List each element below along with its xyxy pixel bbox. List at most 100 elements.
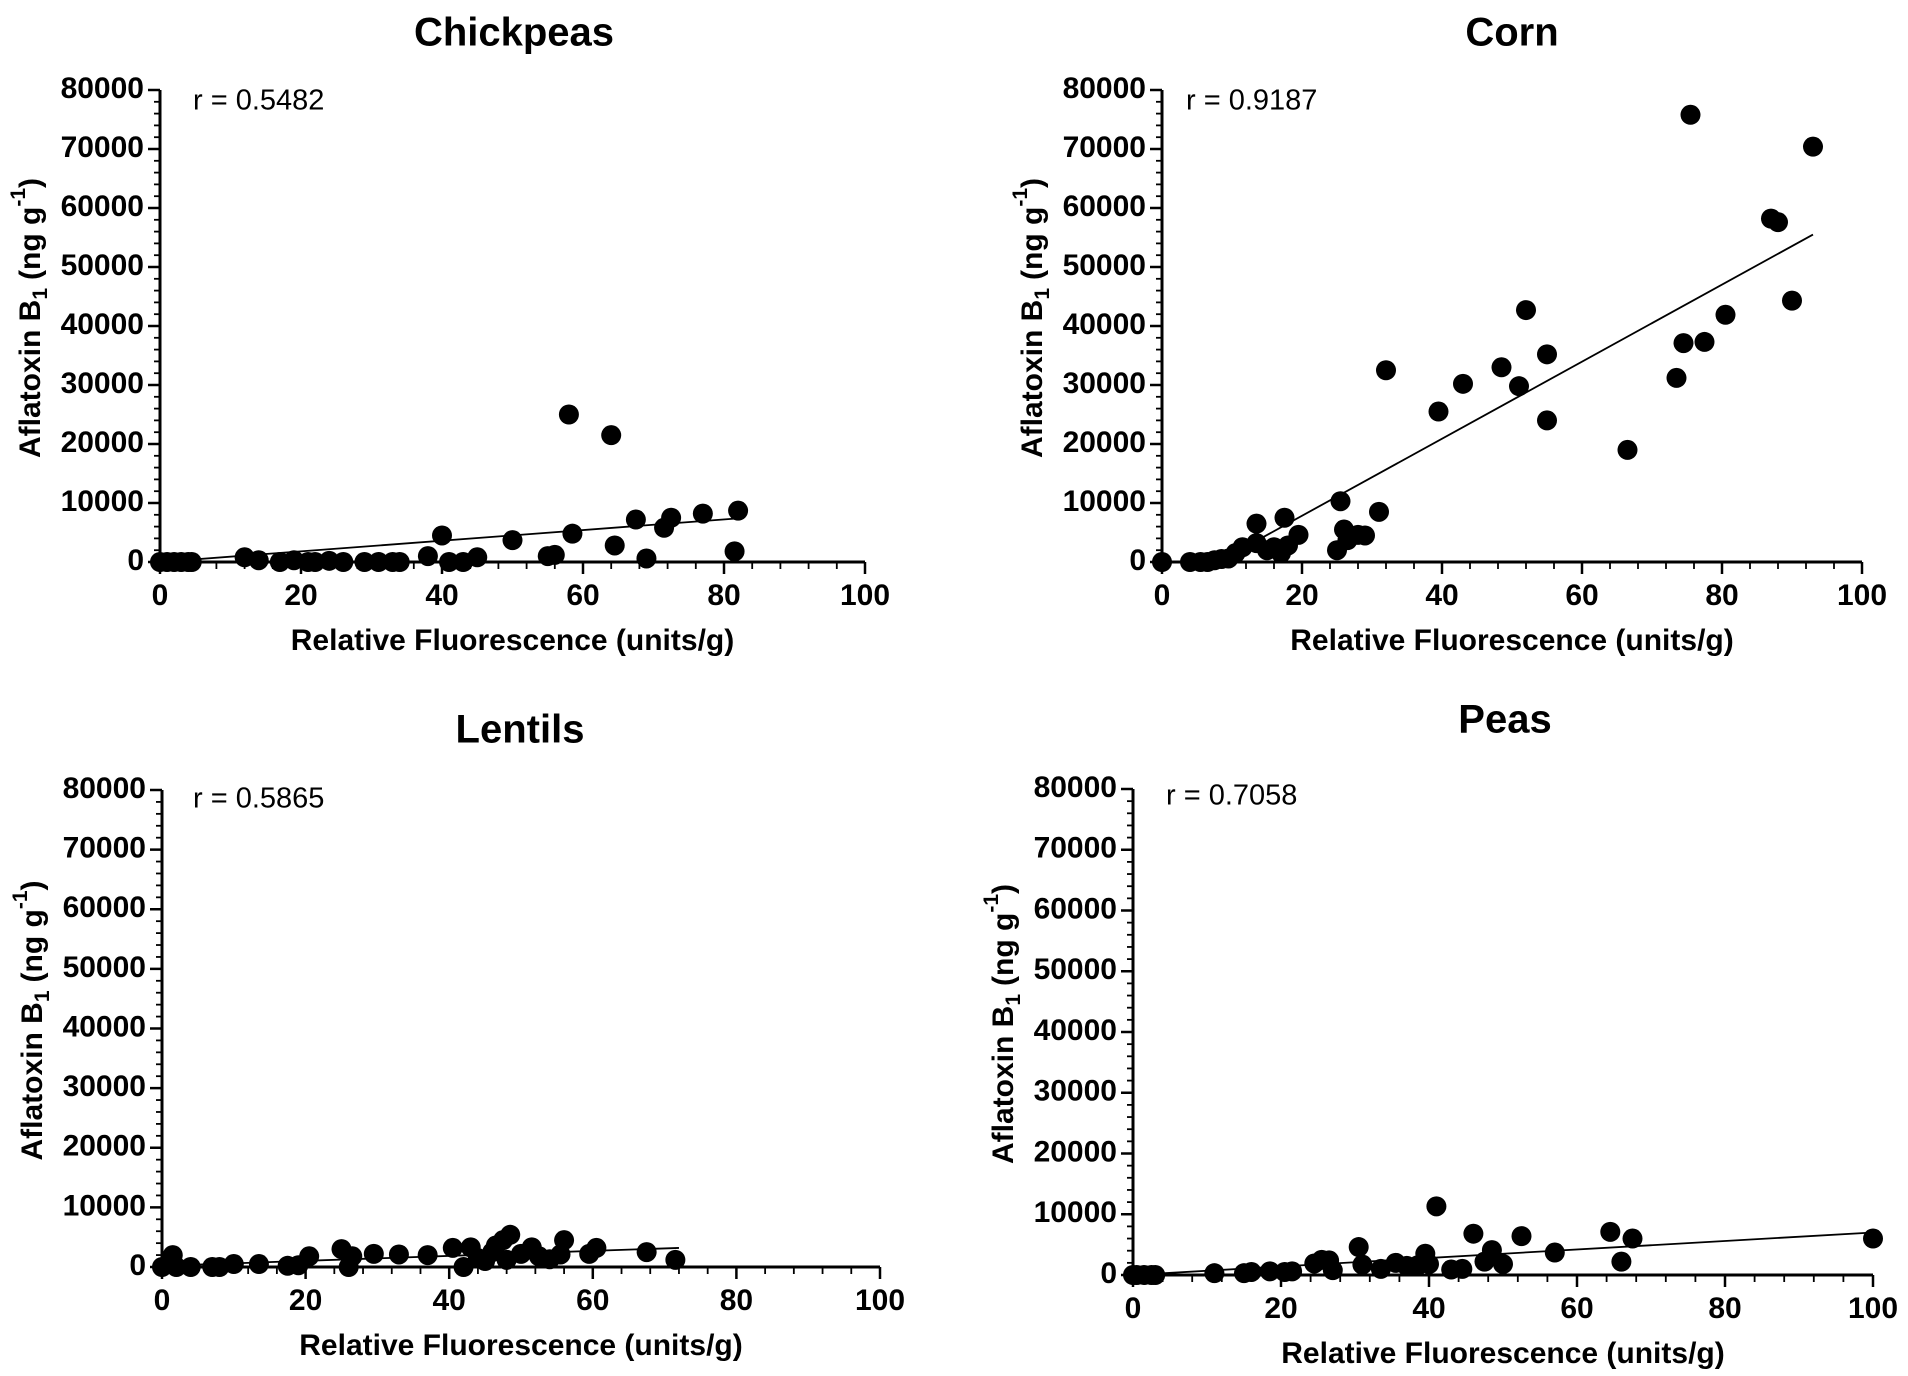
data-point [604,535,625,556]
y-tick-label: 0 [1129,544,1146,577]
data-point [388,1244,409,1265]
data-point [1491,357,1512,378]
y-tick-label: 70000 [61,131,144,164]
x-tick-label: 60 [576,1284,609,1317]
x-axis-label: Relative Fluorescence (units/g) [1281,1337,1724,1370]
y-tick-label: 10000 [61,485,144,518]
data-point [439,552,460,572]
y-tick-label: 10000 [63,1189,146,1222]
chart-title: Lentils [456,708,585,752]
data-point [558,404,579,425]
x-tick-label: 80 [720,1284,753,1317]
data-point [544,544,565,565]
data-point [1463,1223,1484,1244]
data-point [1481,1240,1502,1261]
y-tick-label: 60000 [63,891,146,924]
x-axis-label: Relative Fluorescence (units/g) [291,624,734,657]
y-axis-label-main: Aflatoxin B [1016,300,1049,458]
data-point [363,1243,384,1264]
data-point [1768,212,1788,233]
y-tick-label: 70000 [1063,131,1146,164]
y-tick-label: 30000 [63,1070,146,1103]
data-point [1330,491,1351,512]
data-point [1152,552,1172,572]
chart-panel-peas: Peas r = 0.7058 0 20 40 60 80 100 0 10000 20000 300… [980,698,1898,1370]
y-axis-label: Aflatoxin B1 (ng g-1) [7,178,52,458]
y-tick-label: 30000 [61,367,144,400]
data-point [636,1242,657,1263]
y-tick-label: 80000 [1063,72,1146,105]
data-point [1352,1254,1373,1275]
y-tick-label: 30000 [1063,367,1146,400]
data-point [442,1237,463,1258]
y-tick-label: 50000 [1034,953,1117,986]
y-axis-label-units: (ng g [16,909,49,982]
chart-panel-chickpeas: Chickpeas r = 0.5482 0 20 40 60 80 100 0 10000 200… [7,11,890,657]
data-point [248,550,269,571]
data-point [1204,1263,1225,1284]
y-tick-label: 10000 [1034,1196,1117,1229]
data-point [1803,136,1823,157]
x-tick-label: 20 [289,1284,322,1317]
data-point [180,1257,201,1277]
correlation-label: r = 0.7058 [1166,780,1297,812]
data-point [1537,410,1557,431]
data-point [1493,1254,1513,1275]
data-point [1622,1228,1643,1249]
y-tick-label: 70000 [1034,832,1117,865]
y-axis-label-close: ) [16,880,49,890]
data-point [417,1245,438,1266]
y-tick-label: 80000 [63,772,146,805]
data-point [1666,367,1687,388]
y-tick-label: 60000 [1063,190,1146,223]
data-point [1246,513,1267,534]
data-point [1426,1196,1447,1217]
y-axis-label-superscript: -1 [1009,188,1032,207]
y-tick-label: 20000 [61,426,144,459]
chart-panel-lentils: Lentils r = 0.5865 0 20 40 60 80 100 0 10000 20000… [9,708,905,1362]
data-point [1509,376,1529,397]
y-tick-label: 50000 [63,951,146,984]
data-point [1611,1251,1632,1272]
data-point [1419,1254,1439,1275]
y-tick-label: 40000 [63,1010,146,1043]
y-tick-label: 80000 [61,72,144,105]
y-axis-label-main: Aflatoxin B [987,1006,1020,1164]
data-point [1600,1221,1621,1242]
y-tick-label: 0 [1100,1257,1117,1290]
data-point [248,1254,269,1275]
x-tick-label: 80 [1705,579,1738,612]
y-axis-label-subscript: 1 [29,288,52,300]
y-axis-label-main: Aflatoxin B [16,1002,49,1160]
x-tick-label: 40 [1412,1292,1445,1325]
data-point [500,1224,521,1245]
x-tick-label: 20 [284,579,317,612]
y-tick-label: 20000 [1034,1135,1117,1168]
data-point [1282,1261,1303,1282]
x-tick-label: 0 [1154,579,1171,612]
data-point [692,503,713,524]
data-point [389,552,410,572]
x-tick-label: 80 [707,579,740,612]
x-tick-label: 40 [425,579,458,612]
y-tick-label: 40000 [61,308,144,341]
y-tick-label: 10000 [1063,485,1146,518]
y-axis-label-close: ) [14,178,47,188]
data-point [1511,1226,1532,1247]
x-axis-label: Relative Fluorescence (units/g) [1290,624,1733,657]
data-point [1694,331,1715,352]
x-tick-label: 60 [1560,1292,1593,1325]
data-point [1782,290,1802,311]
y-tick-label: 40000 [1063,308,1146,341]
data-point [625,509,646,530]
data-point [1428,401,1449,422]
y-axis-label-units: (ng g [987,913,1020,986]
y-axis-label-subscript: 1 [31,990,54,1002]
y-axis-label-main: Aflatoxin B [14,300,47,458]
y-axis-label: Aflatoxin B1 (ng g-1) [9,880,54,1160]
data-point [554,1230,575,1251]
data-point [661,507,682,528]
data-point [1516,300,1536,321]
correlation-label: r = 0.5482 [193,85,324,117]
data-point [333,552,354,572]
